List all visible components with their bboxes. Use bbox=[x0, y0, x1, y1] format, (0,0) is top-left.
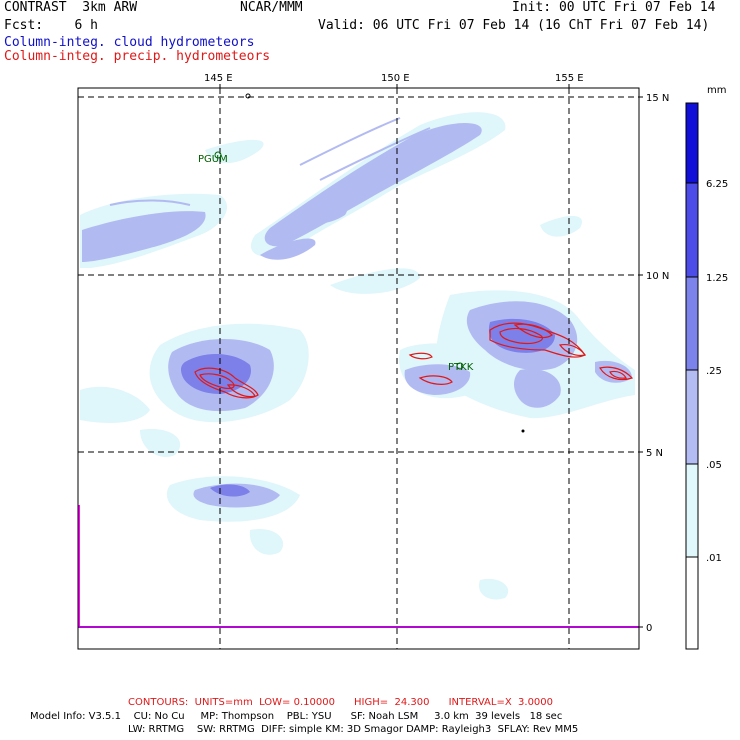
plot-frame bbox=[77, 87, 640, 650]
colorbar-bin-3 bbox=[686, 277, 698, 370]
lat-label-5n: 5 N bbox=[646, 448, 663, 459]
station-label-pgum: PGUM bbox=[198, 154, 228, 165]
lat-label-10n: 10 N bbox=[646, 271, 669, 282]
model-info-line-1: Model Info: V3.5.1 CU: No Cu MP: Thompso… bbox=[30, 711, 563, 722]
colorbar-level-0: .01 bbox=[706, 553, 722, 564]
contour-info: CONTOURS: UNITS=mm LOW= 0.10000 HIGH= 24… bbox=[128, 697, 554, 708]
precip-contours bbox=[194, 322, 634, 399]
colorbar: mm .01 .05 .25 1.25 6.25 bbox=[685, 85, 728, 650]
valid-time: Valid: 06 UTC Fri 07 Feb 14 (16 ChT Fri … bbox=[318, 18, 710, 33]
legend-cloud: Column-integ. cloud hydrometeors bbox=[4, 35, 255, 50]
colorbar-level-4: 6.25 bbox=[706, 179, 728, 190]
station-label-ptkk: PTKK bbox=[448, 362, 474, 373]
station-markers bbox=[214, 93, 525, 433]
center-label: NCAR/MMM bbox=[240, 0, 303, 15]
colorbar-level-1: .05 bbox=[706, 460, 722, 471]
graticule bbox=[78, 88, 639, 649]
colorbar-bin-5 bbox=[686, 103, 698, 183]
lon-label-155: 155 E bbox=[555, 73, 584, 84]
colorbar-bin-4 bbox=[686, 183, 698, 277]
lat-label-0: 0 bbox=[646, 623, 652, 634]
forecast-hour: Fcst: 6 h bbox=[4, 18, 98, 33]
colorbar-bin-0 bbox=[686, 557, 698, 649]
colorbar-level-2: .25 bbox=[706, 366, 722, 377]
lon-label-150: 150 E bbox=[381, 73, 410, 84]
cloud-field bbox=[80, 112, 635, 600]
legend-precip: Column-integ. precip. hydrometeors bbox=[4, 49, 271, 64]
lat-label-15n: 15 N bbox=[646, 93, 669, 104]
coastline bbox=[78, 505, 639, 628]
colorbar-level-3: 1.25 bbox=[706, 273, 728, 284]
colorbar-bin-2 bbox=[686, 370, 698, 464]
lon-label-145: 145 E bbox=[204, 73, 233, 84]
colorbar-unit: mm bbox=[707, 85, 726, 96]
model-title: CONTRAST 3km ARW bbox=[4, 0, 138, 15]
model-info-line-2: LW: RRTMG SW: RRTMG DIFF: simple KM: 3D … bbox=[128, 724, 579, 735]
colorbar-bin-1 bbox=[686, 464, 698, 557]
init-time: Init: 00 UTC Fri 07 Feb 14 bbox=[512, 0, 716, 15]
